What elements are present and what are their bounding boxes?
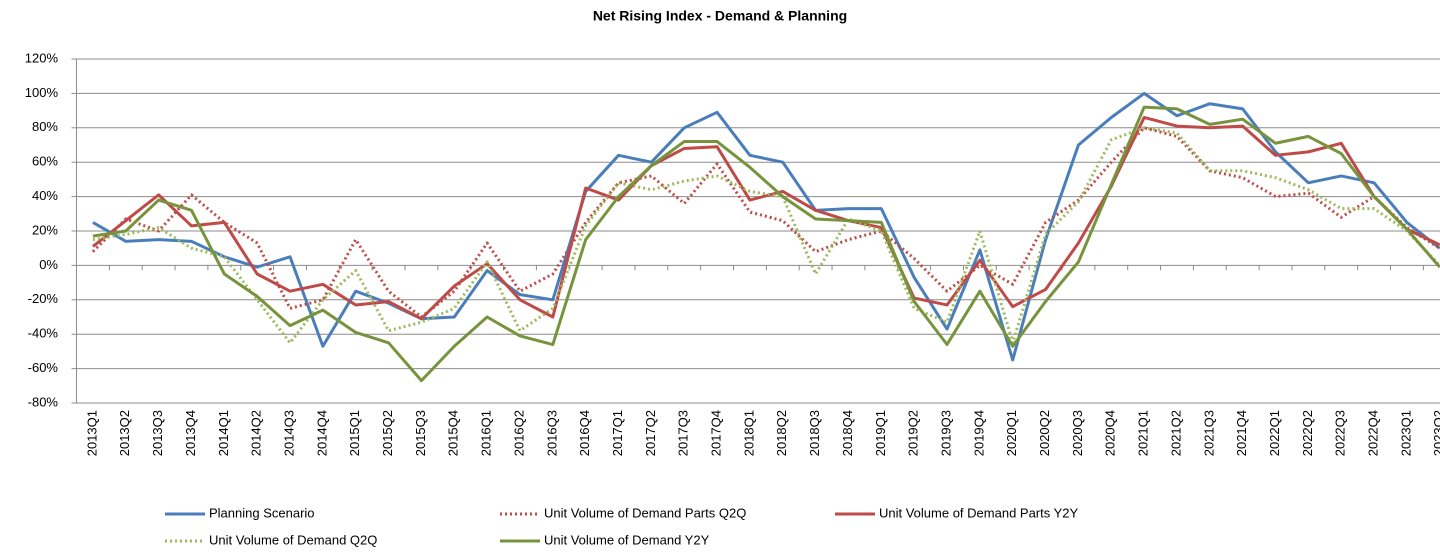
- x-tick-label: 2023Q2: [1431, 410, 1440, 456]
- x-tick-label: 2018Q1: [741, 410, 756, 456]
- x-tick-label: 2016Q4: [577, 410, 592, 456]
- x-tick-label: 2014Q3: [281, 410, 296, 456]
- legend-label: Unit Volume of Demand Q2Q: [209, 532, 377, 547]
- y-tick-label: -40%: [28, 326, 59, 341]
- series-line: [91, 115, 1440, 321]
- y-tick-label: -20%: [28, 291, 59, 306]
- x-tick-label: 2014Q1: [216, 410, 231, 456]
- x-tick-label: 2014Q2: [249, 410, 264, 456]
- x-tick-label: 2018Q4: [840, 410, 855, 456]
- x-tick-label: 2016Q2: [511, 410, 526, 456]
- chart-title: Net Rising Index - Demand & Planning: [593, 8, 847, 24]
- x-tick-label: 2018Q3: [807, 410, 822, 456]
- x-tick-label: 2016Q1: [479, 410, 494, 456]
- x-tick-label: 2013Q4: [183, 410, 198, 456]
- x-tick-label: 2013Q2: [117, 410, 132, 456]
- y-tick-label: 0%: [39, 257, 58, 272]
- y-tick-label: 120%: [25, 50, 59, 65]
- x-tick-label: 2017Q3: [676, 410, 691, 456]
- x-tick-label: 2021Q3: [1201, 410, 1216, 456]
- x-tick-label: 2021Q4: [1234, 410, 1249, 456]
- series-line: [92, 91, 1440, 362]
- x-tick-label: 2015Q3: [413, 410, 428, 456]
- x-tick-label: 2022Q1: [1267, 410, 1282, 456]
- series-line: [91, 126, 1440, 319]
- legend-label: Unit Volume of Demand Parts Y2Y: [879, 505, 1079, 520]
- x-tick-label: 2019Q3: [938, 410, 953, 456]
- x-tick-label: 2015Q4: [446, 410, 461, 456]
- x-tick-label: 2013Q3: [150, 410, 165, 456]
- x-tick-label: 2019Q2: [906, 410, 921, 456]
- x-tick-label: 2016Q3: [544, 410, 559, 456]
- y-tick-label: 20%: [32, 222, 58, 237]
- legend-label: Unit Volume of Demand Y2Y: [544, 532, 710, 547]
- x-tick-label: 2022Q3: [1333, 410, 1348, 456]
- x-tick-label: 2014Q4: [314, 410, 329, 456]
- x-tick-label: 2013Q1: [84, 410, 99, 456]
- x-tick-label: 2015Q1: [347, 410, 362, 456]
- x-tick-label: 2019Q1: [873, 410, 888, 456]
- y-tick-label: -60%: [28, 360, 59, 375]
- legend-label: Planning Scenario: [209, 505, 315, 520]
- x-tick-label: 2022Q4: [1366, 410, 1381, 456]
- x-tick-label: 2015Q2: [380, 410, 395, 456]
- x-tick-label: 2021Q1: [1136, 410, 1151, 456]
- x-tick-label: 2020Q4: [1103, 410, 1118, 456]
- legend-label: Unit Volume of Demand Parts Q2Q: [544, 505, 746, 520]
- y-tick-label: 80%: [32, 119, 58, 134]
- x-tick-label: 2021Q2: [1168, 410, 1183, 456]
- x-tick-label: 2023Q1: [1398, 410, 1413, 456]
- x-tick-label: 2017Q4: [709, 410, 724, 456]
- series-line: [92, 105, 1440, 383]
- x-tick-label: 2022Q2: [1300, 410, 1315, 456]
- x-tick-label: 2020Q1: [1004, 410, 1019, 456]
- x-tick-label: 2019Q4: [971, 410, 986, 456]
- y-tick-label: 100%: [25, 85, 59, 100]
- x-tick-label: 2020Q3: [1070, 410, 1085, 456]
- y-tick-label: 60%: [32, 154, 58, 169]
- y-tick-label: -80%: [28, 394, 59, 409]
- x-tick-label: 2017Q2: [643, 410, 658, 456]
- x-tick-label: 2020Q2: [1037, 410, 1052, 456]
- y-tick-label: 40%: [32, 188, 58, 203]
- x-tick-label: 2017Q1: [610, 410, 625, 456]
- x-tick-label: 2018Q2: [774, 410, 789, 456]
